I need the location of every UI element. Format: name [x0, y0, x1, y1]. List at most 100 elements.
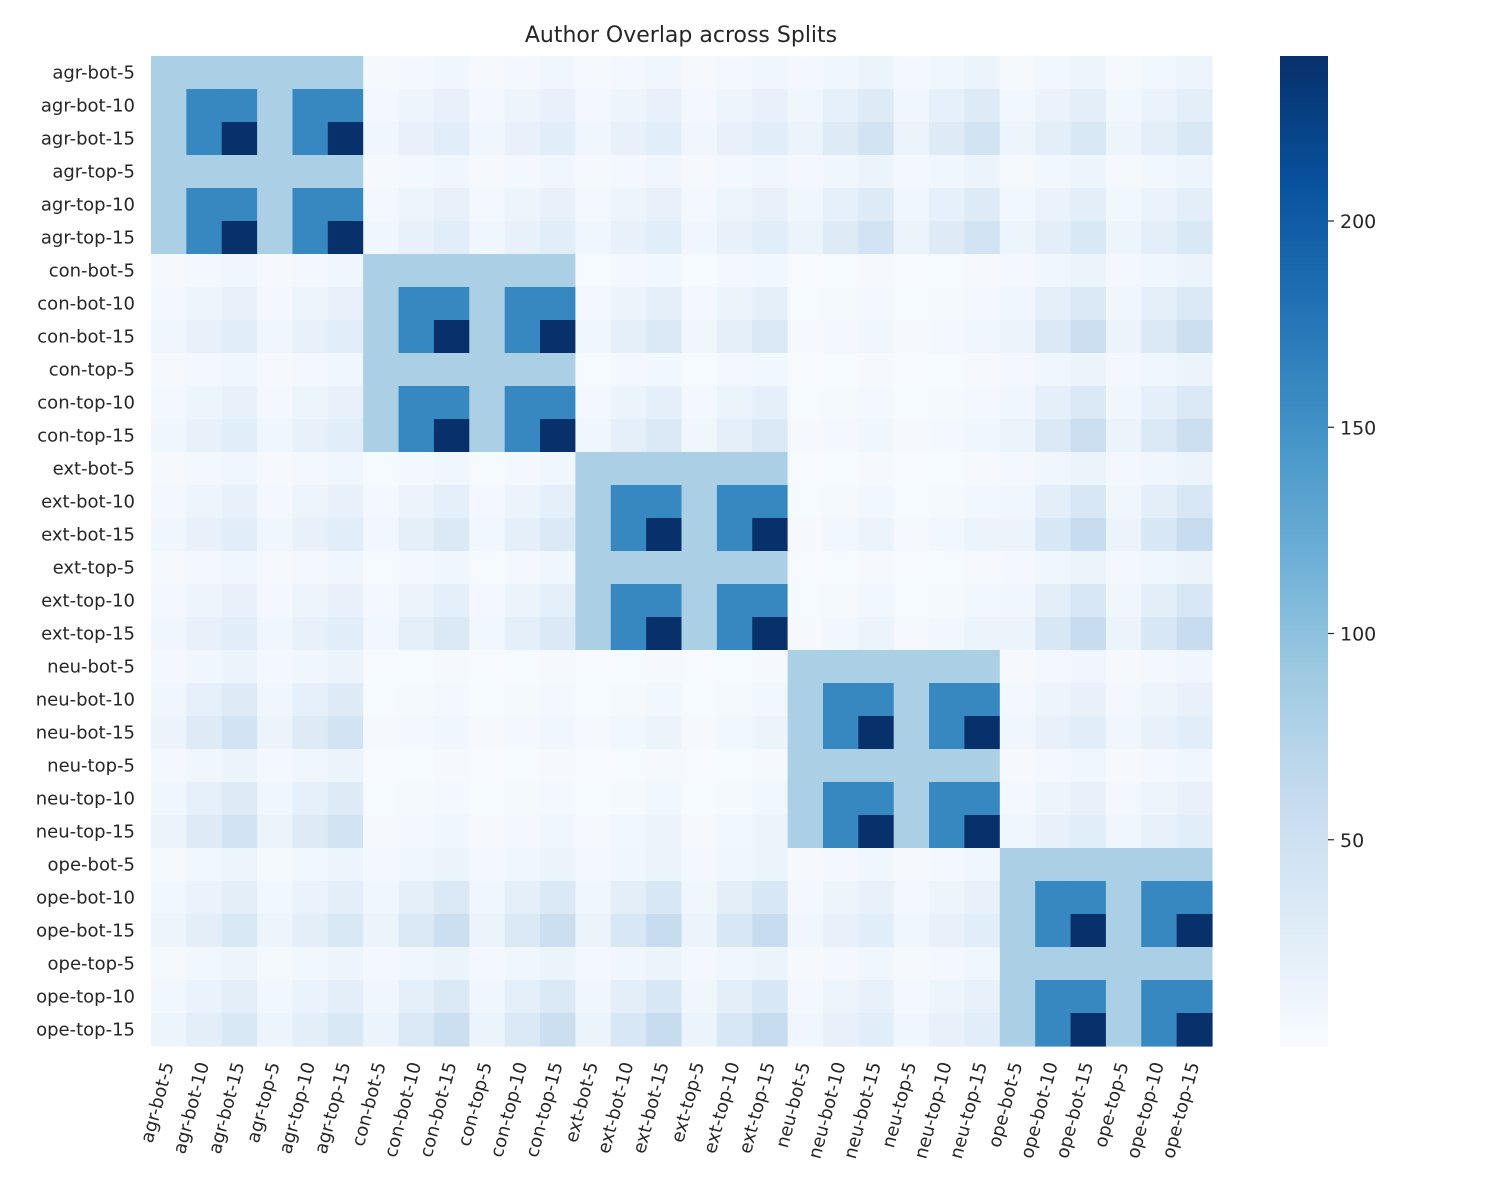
- colorbar-segment: [1280, 951, 1328, 956]
- heatmap-cell: [858, 716, 895, 750]
- heatmap-cell: [257, 155, 294, 189]
- heatmap-cell: [681, 551, 718, 585]
- colorbar-segment: [1280, 893, 1328, 899]
- y-tick-label: ope-top-15: [36, 1020, 135, 1041]
- heatmap-cell: [1035, 254, 1072, 288]
- heatmap-cell: [964, 386, 1001, 420]
- heatmap-cell: [186, 1013, 223, 1047]
- heatmap-cell: [858, 353, 895, 387]
- heatmap-cell: [964, 452, 1001, 486]
- colorbar-segment: [1280, 992, 1328, 998]
- heatmap-cell: [292, 89, 329, 123]
- colorbar-segment: [1280, 274, 1328, 280]
- heatmap-cell: [151, 188, 187, 222]
- y-tick-label: ext-top-15: [41, 624, 135, 645]
- heatmap-cell: [681, 914, 718, 948]
- heatmap-cell: [292, 749, 329, 783]
- colorbar-segment: [1280, 769, 1328, 775]
- heatmap-cell: [1070, 980, 1107, 1014]
- colorbar-segment: [1280, 1041, 1328, 1047]
- heatmap-cell: [433, 221, 470, 255]
- heatmap-cell: [1035, 683, 1072, 717]
- heatmap-cell: [1105, 584, 1142, 618]
- heatmap-cell: [433, 782, 470, 816]
- heatmap-cell: [257, 947, 294, 981]
- heatmap-cell: [504, 650, 541, 684]
- heatmap-cell: [999, 749, 1036, 783]
- heatmap-cell: [1035, 848, 1072, 882]
- colorbar-segment: [1280, 155, 1328, 160]
- heatmap-cell: [257, 287, 294, 321]
- heatmap-cell: [1070, 254, 1107, 288]
- heatmap-cell: [822, 551, 859, 585]
- colorbar-segment: [1280, 942, 1328, 948]
- heatmap-cell: [292, 914, 329, 948]
- heatmap-cell: [433, 914, 470, 948]
- heatmap-cell: [292, 551, 329, 585]
- heatmap-cell: [964, 815, 1001, 849]
- heatmap-cell: [186, 848, 223, 882]
- heatmap-cell: [1105, 881, 1142, 915]
- heatmap-cell: [327, 782, 364, 816]
- heatmap-cell: [787, 452, 824, 486]
- heatmap-cell: [681, 815, 718, 849]
- y-tick-label: neu-bot-10: [36, 690, 135, 711]
- y-tick-label: con-top-5: [49, 360, 135, 381]
- heatmap-cell: [540, 650, 576, 684]
- heatmap-cell: [151, 353, 187, 387]
- heatmap-cell: [610, 683, 647, 717]
- colorbar-segment: [1280, 427, 1328, 432]
- colorbar-segment: [1280, 637, 1328, 643]
- heatmap-cell: [610, 56, 647, 90]
- heatmap-cell: [1035, 485, 1072, 519]
- heatmap-cell: [1105, 452, 1142, 486]
- heatmap-cell: [151, 683, 187, 717]
- heatmap-cell: [893, 518, 930, 552]
- heatmap-cell: [787, 980, 824, 1014]
- colorbar-segment: [1280, 1017, 1328, 1022]
- colorbar-segment: [1280, 485, 1328, 490]
- heatmap-cell: [1176, 914, 1213, 948]
- heatmap-cell: [292, 881, 329, 915]
- colorbar-segment: [1280, 526, 1328, 531]
- heatmap-cell: [610, 89, 647, 123]
- heatmap-cell: [964, 56, 1001, 90]
- heatmap-cell: [504, 518, 541, 552]
- heatmap-cell: [1035, 815, 1072, 849]
- colorbar-segment: [1280, 93, 1328, 98]
- colorbar-segment: [1280, 419, 1328, 424]
- heatmap-cell: [575, 452, 612, 486]
- heatmap-cell: [999, 122, 1036, 156]
- heatmap-cell: [469, 980, 506, 1014]
- heatmap-cell: [292, 683, 329, 717]
- heatmap-cell: [610, 320, 647, 354]
- heatmap-cell: [610, 980, 647, 1014]
- heatmap-cell: [327, 551, 364, 585]
- heatmap-cell: [893, 782, 930, 816]
- heatmap-cell: [893, 452, 930, 486]
- colorbar-segment: [1280, 608, 1328, 614]
- heatmap-cell: [929, 56, 966, 90]
- heatmap-cell: [1176, 584, 1213, 618]
- heatmap-cell: [575, 914, 612, 948]
- colorbar-segment: [1280, 443, 1328, 449]
- y-tick-label: ext-top-10: [41, 591, 135, 612]
- heatmap-cell: [1141, 353, 1178, 387]
- colorbar-segment: [1280, 542, 1328, 548]
- heatmap-cell: [1141, 782, 1178, 816]
- heatmap-cell: [787, 782, 824, 816]
- heatmap-cell: [1176, 848, 1213, 882]
- colorbar: 50 100 150 200: [1280, 56, 1376, 1047]
- heatmap-cell: [575, 419, 612, 453]
- colorbar-segment: [1280, 914, 1328, 919]
- colorbar-segment: [1280, 868, 1328, 874]
- heatmap-cell: [398, 452, 435, 486]
- heatmap-cell: [716, 254, 753, 288]
- heatmap-cell: [363, 749, 400, 783]
- heatmap-cell: [504, 254, 541, 288]
- heatmap-cell: [752, 386, 789, 420]
- heatmap-cell: [964, 947, 1001, 981]
- heatmap-cell: [433, 617, 470, 651]
- heatmap-cell: [540, 914, 576, 948]
- heatmap-cell: [398, 518, 435, 552]
